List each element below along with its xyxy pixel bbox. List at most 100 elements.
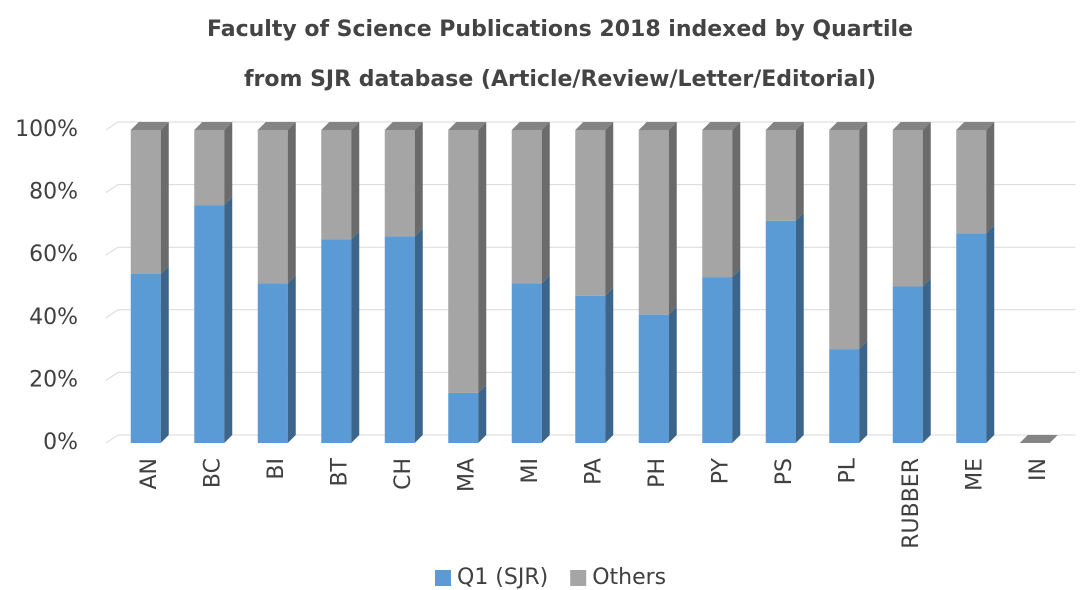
bar-front xyxy=(765,220,796,443)
bar-front xyxy=(829,349,860,443)
bar-segment xyxy=(702,122,741,278)
y-tick-label: 20% xyxy=(29,367,78,392)
x-tick-label: PH xyxy=(645,458,670,488)
bar-top xyxy=(765,122,804,130)
bar-side xyxy=(795,122,804,221)
bar-front xyxy=(130,130,161,274)
chart-subtitle: from SJR database (Article/Review/Letter… xyxy=(244,67,876,92)
bar-segment xyxy=(194,122,233,206)
x-tick-label: PY xyxy=(708,457,733,484)
bar-side xyxy=(668,306,677,443)
bar-side xyxy=(351,231,360,443)
bar-segment xyxy=(829,341,868,443)
bar-front xyxy=(321,239,352,443)
bar-segment xyxy=(257,122,296,284)
bar-side xyxy=(414,122,423,237)
bar-front xyxy=(638,130,669,315)
bar-front xyxy=(194,205,225,443)
y-tick-label: 0% xyxy=(43,430,78,455)
bar-side xyxy=(922,122,931,287)
grid-line xyxy=(105,371,1076,381)
bar-segment xyxy=(892,122,931,287)
bar-front xyxy=(194,130,225,206)
grid-line xyxy=(105,246,1076,256)
bar-segment xyxy=(511,122,550,284)
bar-segment xyxy=(702,269,741,443)
bar-side xyxy=(795,212,804,443)
bar-top xyxy=(321,122,360,130)
bar-top xyxy=(892,122,931,130)
bar-front xyxy=(511,130,542,284)
bar-front xyxy=(638,314,669,443)
bar-segment xyxy=(321,122,360,240)
bar-side xyxy=(986,225,995,443)
grid-line xyxy=(105,434,1076,444)
x-tick-label: BI xyxy=(264,458,289,480)
chart-title: Faculty of Science Publications 2018 ind… xyxy=(207,17,913,42)
bar-top xyxy=(511,122,550,130)
bar-segment xyxy=(448,122,487,393)
bar-front xyxy=(448,392,479,443)
grid-line xyxy=(105,184,1076,194)
bar-segment xyxy=(384,228,423,443)
bar-side xyxy=(541,275,550,443)
bar-front xyxy=(511,283,542,443)
bar-top xyxy=(1019,435,1058,443)
bar-segment xyxy=(638,306,677,443)
bar-top xyxy=(130,122,169,130)
bar-front xyxy=(321,130,352,240)
bar-side xyxy=(605,122,614,296)
bar-side xyxy=(160,122,169,274)
x-tick-label: ME xyxy=(962,458,987,491)
x-tick-label: IN xyxy=(1026,458,1051,481)
x-tick-label: CH xyxy=(391,458,416,490)
legend-label: Q1 (SJR) xyxy=(457,565,548,590)
bar-segment xyxy=(257,275,296,443)
bar-side xyxy=(732,269,741,443)
bar-top xyxy=(384,122,423,130)
legend-label: Others xyxy=(592,565,666,590)
bar-segment xyxy=(130,122,169,274)
bar-front xyxy=(257,283,288,443)
bar-top xyxy=(829,122,868,130)
bar-segment xyxy=(130,265,169,443)
y-tick-label: 40% xyxy=(29,305,78,330)
bar-front xyxy=(892,286,923,443)
bar-top xyxy=(257,122,296,130)
bar-side xyxy=(922,278,931,443)
x-tick-label: PL xyxy=(835,457,860,483)
legend-swatch xyxy=(435,570,451,586)
bar-front xyxy=(384,236,415,443)
bar-segment xyxy=(194,197,233,443)
bar-segment xyxy=(1019,435,1058,443)
bar-segment xyxy=(829,122,868,350)
bar-side xyxy=(986,122,995,234)
bar-front xyxy=(448,130,479,393)
bar-side xyxy=(732,122,741,278)
x-tick-label: BT xyxy=(327,457,352,486)
bar-segment xyxy=(956,122,995,234)
x-tick-label: AN xyxy=(137,458,162,490)
bar-top xyxy=(638,122,677,130)
bar-segment xyxy=(321,231,360,443)
bar-front xyxy=(956,130,987,234)
bar-front xyxy=(130,273,161,443)
bar-front xyxy=(384,130,415,237)
y-tick-label: 80% xyxy=(29,180,78,205)
bar-side xyxy=(668,122,677,315)
bar-side xyxy=(287,122,296,284)
bar-side xyxy=(414,228,423,443)
x-tick-label: PA xyxy=(581,458,606,485)
bar-side xyxy=(605,287,614,443)
bar-side xyxy=(351,122,360,240)
bar-side xyxy=(224,122,233,206)
bar-side xyxy=(478,122,487,393)
x-tick-label: MA xyxy=(454,458,479,492)
bar-front xyxy=(575,130,606,296)
bar-side xyxy=(224,197,233,443)
bar-top xyxy=(194,122,233,130)
bar-segment xyxy=(765,212,804,443)
bar-top xyxy=(575,122,614,130)
bar-side xyxy=(160,265,169,443)
